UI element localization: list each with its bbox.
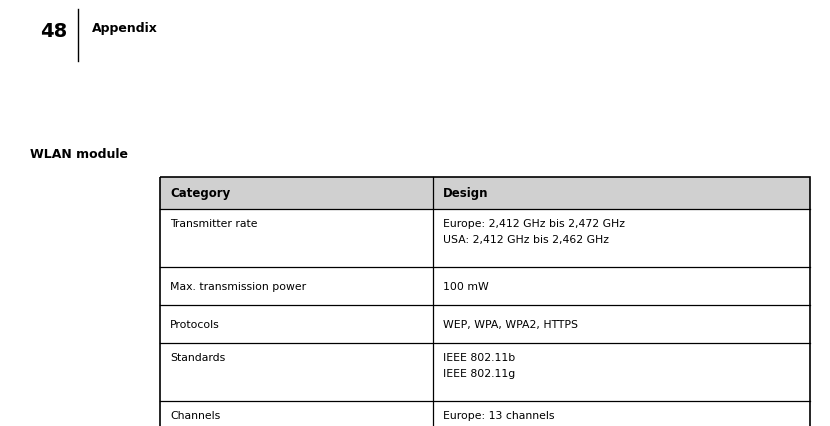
Text: Appendix: Appendix <box>92 22 158 35</box>
Text: 48: 48 <box>40 22 67 41</box>
Text: WEP, WPA, WPA2, HTTPS: WEP, WPA, WPA2, HTTPS <box>443 319 578 329</box>
Bar <box>160 343 810 401</box>
Text: WLAN module: WLAN module <box>30 148 128 161</box>
Text: Europe: 2,412 GHz bis 2,472 GHz
USA: 2,412 GHz bis 2,462 GHz: Europe: 2,412 GHz bis 2,472 GHz USA: 2,4… <box>443 219 625 244</box>
Bar <box>160 178 810 210</box>
Bar <box>160 401 810 426</box>
Text: Category: Category <box>170 187 230 200</box>
Text: Max. transmission power: Max. transmission power <box>170 281 306 291</box>
Text: Standards: Standards <box>170 352 225 362</box>
Bar <box>160 268 810 305</box>
Bar <box>160 178 810 426</box>
Text: 100 mW: 100 mW <box>443 281 489 291</box>
Text: IEEE 802.11b
IEEE 802.11g: IEEE 802.11b IEEE 802.11g <box>443 352 515 378</box>
Text: Protocols: Protocols <box>170 319 220 329</box>
Text: Europe: 13 channels
USA: 11 channels: Europe: 13 channels USA: 11 channels <box>443 410 554 426</box>
Bar <box>160 210 810 268</box>
Text: Channels: Channels <box>170 410 220 420</box>
Bar <box>160 305 810 343</box>
Text: Design: Design <box>443 187 489 200</box>
Text: Transmitter rate: Transmitter rate <box>170 219 257 228</box>
